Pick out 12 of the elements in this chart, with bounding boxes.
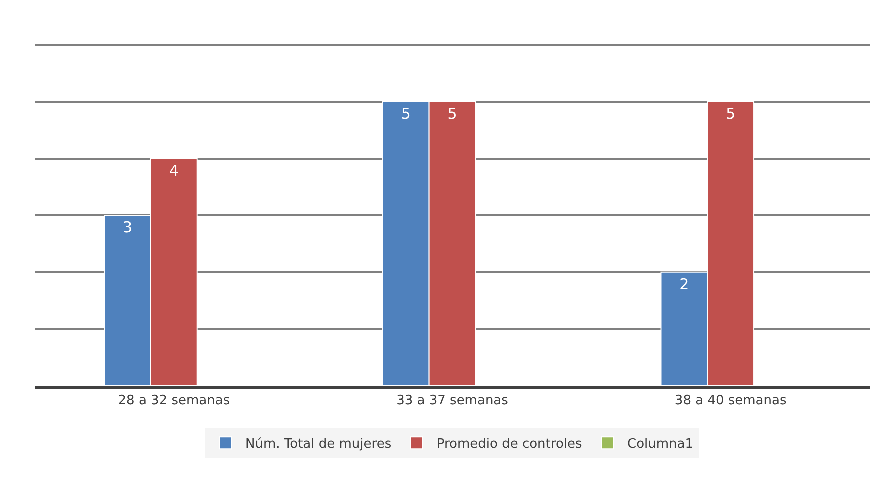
- data-label: 5: [401, 105, 411, 124]
- data-label: 5: [448, 105, 458, 124]
- x-tick-label: 28 a 32 semanas: [118, 394, 230, 409]
- legend-label: Promedio de controles: [436, 437, 583, 452]
- data-label: 4: [169, 162, 179, 180]
- data-label: 5: [726, 105, 736, 124]
- data-label: 3: [123, 218, 133, 237]
- data-label: 2: [680, 275, 690, 294]
- x-tick-label: 38 a 40 semanas: [674, 394, 787, 409]
- x-tick-label: 33 a 37 semanas: [396, 394, 509, 409]
- legend-label: Núm. Total de mujeres: [246, 437, 392, 452]
- legend-label: Columna1: [628, 437, 694, 452]
